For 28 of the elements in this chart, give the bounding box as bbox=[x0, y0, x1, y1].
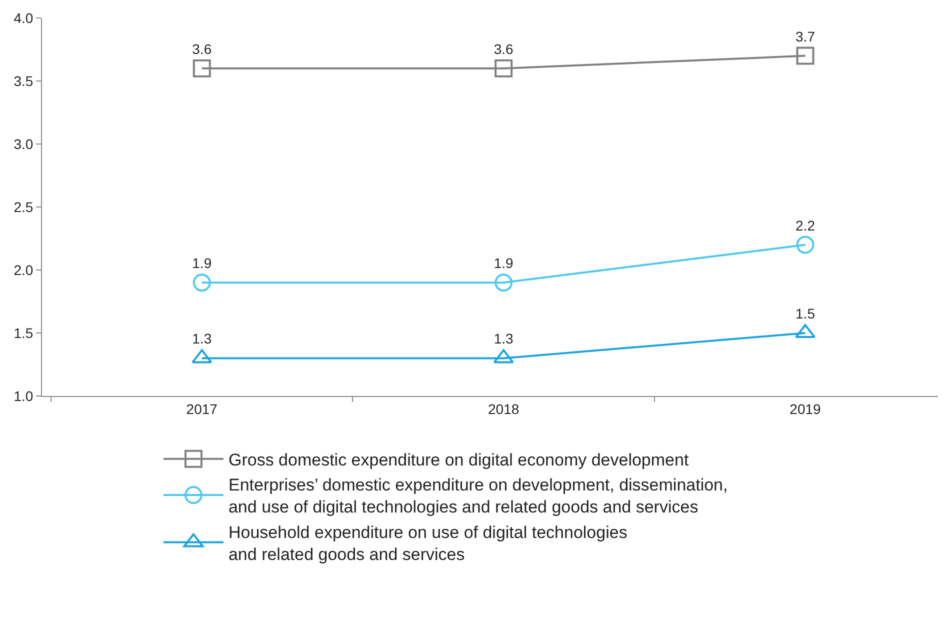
legend-label: Enterprises’ domestic expenditure on development, dissemination, and use of digital technologies and related goods and services bbox=[228, 476, 728, 517]
data-label: 2.2 bbox=[796, 217, 816, 234]
point bbox=[796, 236, 814, 254]
point bbox=[796, 46, 814, 65]
data-label: 1.9 bbox=[192, 255, 212, 272]
legend-label: Household expenditure on use of digital technologies and related goods and services bbox=[228, 522, 628, 564]
y-tick-label: 3.0 bbox=[14, 136, 34, 152]
data-label: 1.9 bbox=[494, 255, 514, 272]
x-tick-label: 2019 bbox=[790, 400, 822, 417]
data-label: 1.3 bbox=[192, 330, 212, 347]
data-label: 3.6 bbox=[494, 40, 514, 57]
y-tick-label: 1.5 bbox=[14, 324, 34, 341]
legend-label: Gross domestic expenditure on digital economy development bbox=[228, 450, 689, 470]
y-tick-label: 2.0 bbox=[14, 262, 34, 278]
point bbox=[494, 59, 513, 78]
y-tick-label: 2.5 bbox=[14, 198, 34, 215]
y-tick-label: 1.0 bbox=[14, 388, 34, 404]
point bbox=[192, 274, 211, 292]
data-label: 1.3 bbox=[494, 330, 514, 347]
data-label: 3.6 bbox=[192, 40, 212, 57]
y-tick-label: 3.5 bbox=[14, 72, 34, 89]
x-tick-label: 2017 bbox=[186, 400, 218, 417]
point bbox=[192, 59, 211, 78]
point bbox=[494, 274, 513, 292]
x-tick-label: 2018 bbox=[488, 400, 520, 417]
data-label: 3.7 bbox=[796, 28, 816, 44]
y-tick-label: 4.0 bbox=[14, 10, 34, 26]
data-label: 1.5 bbox=[796, 306, 816, 322]
